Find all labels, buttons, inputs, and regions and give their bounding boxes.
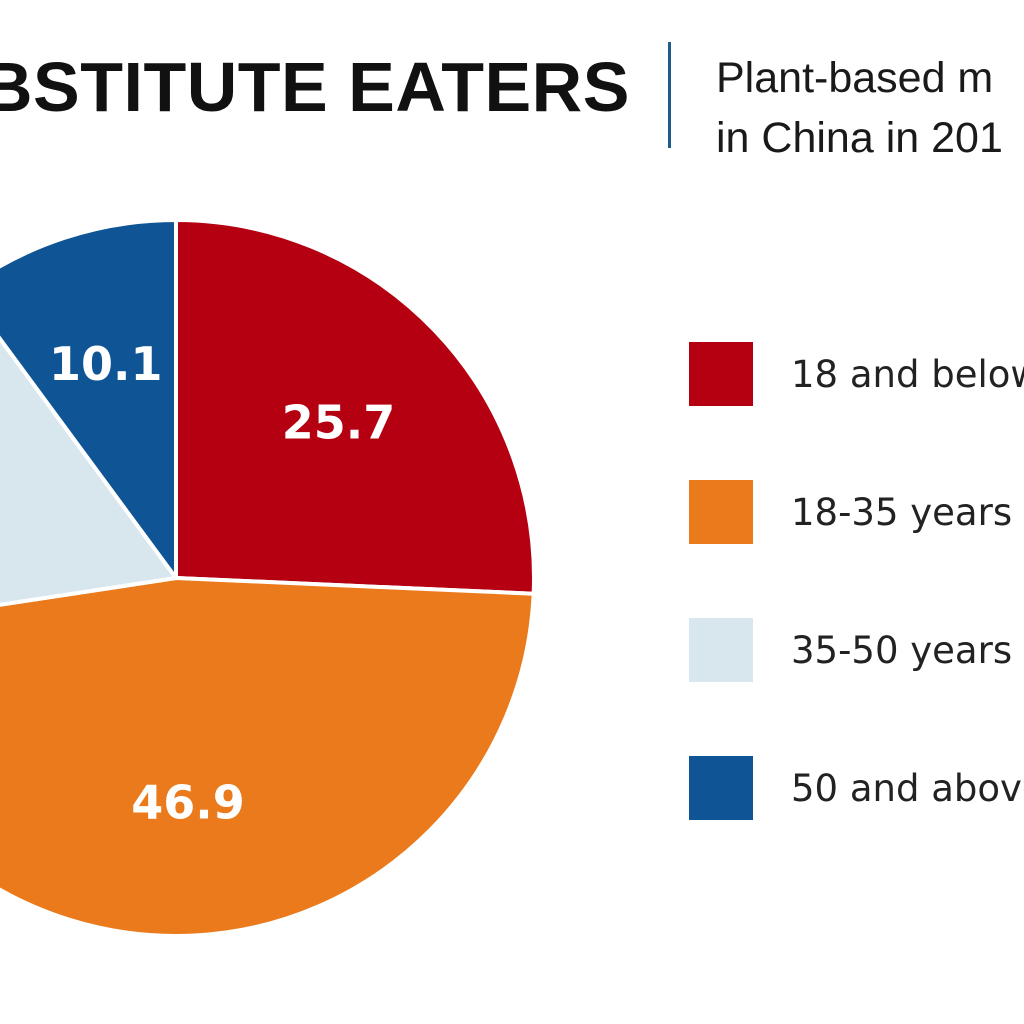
pie-slice-18-and-below [174,218,536,596]
legend-swatch [689,618,753,682]
legend-item-18-and-below: 18 and below [689,340,1024,408]
slice-value-label: 25.7 [282,395,396,449]
pie-slice-50-and-above [0,218,178,580]
slice-value-label: 46.9 [131,776,245,830]
chart-title: BSTITUTE EATERS [0,48,630,126]
pie-slice-35-50-years [0,335,178,607]
legend-swatch [689,756,753,820]
legend-swatch [689,342,753,406]
legend-label: 50 and above [791,766,1024,810]
legend: 18 and below 18-35 years 35-50 years 50 … [689,340,1024,892]
legend-item-50-and-above: 50 and above [689,754,1024,822]
legend-label: 35-50 years [791,628,1013,672]
legend-item-35-50-years: 35-50 years [689,616,1024,684]
legend-item-18-35-years: 18-35 years [689,478,1024,546]
slice-value-label: 10.1 [49,337,163,391]
subtitle-line-1: Plant-based m [716,54,994,102]
pie-slice-18-35-years [0,576,536,938]
legend-swatch [689,480,753,544]
legend-label: 18 and below [791,352,1024,396]
title-divider [668,42,671,148]
subtitle-line-2: in China in 201 [716,114,1003,162]
legend-label: 18-35 years [791,490,1013,534]
chart-subtitle: Plant-based m in China in 201 [716,48,1003,168]
